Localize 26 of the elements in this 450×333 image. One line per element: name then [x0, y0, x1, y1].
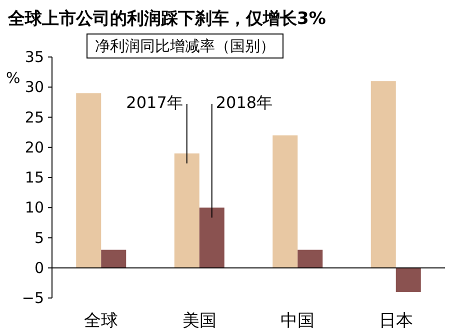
chart-title: 全球上市公司的利润踩下刹车，仅增长3%	[7, 9, 326, 29]
x-tick-label: 日本	[378, 311, 413, 331]
bar	[396, 268, 421, 292]
text: 2018年	[216, 93, 273, 112]
x-tick-label: 中国	[280, 311, 315, 331]
bar	[101, 250, 126, 268]
series-label: 2017年	[126, 93, 183, 112]
bar	[272, 135, 298, 268]
y-tick-label: 15	[24, 168, 44, 186]
bar	[199, 208, 224, 268]
y-tick-label: −5	[22, 289, 44, 307]
bar	[298, 250, 323, 268]
y-tick-label: 0	[34, 258, 44, 277]
y-tick-label: 30	[24, 78, 44, 96]
y-tick-label: 35	[24, 48, 44, 66]
y-tick-label: 25	[24, 108, 44, 126]
bar	[174, 153, 200, 268]
y-tick-label: 10	[24, 198, 44, 217]
bar	[76, 93, 102, 268]
chart-subtitle: 净利润同比增减率（国别）	[95, 37, 275, 55]
y-tick-label: 5	[34, 228, 44, 247]
y-tick-label: 20	[24, 138, 44, 156]
x-tick-label: 美国	[182, 311, 216, 331]
y-axis-title: %	[6, 69, 20, 87]
x-tick-label: 全球	[84, 311, 118, 331]
bar	[370, 81, 396, 268]
